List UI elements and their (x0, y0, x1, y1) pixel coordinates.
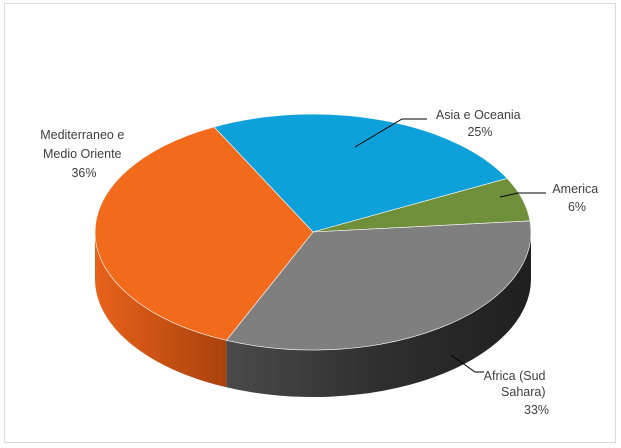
data-label-mediterraneo: Mediterraneo e Medio Oriente 36% (40, 128, 128, 180)
label-med-name-1: Mediterraneo e (40, 128, 124, 142)
label-africa-percent: 33% (524, 403, 549, 417)
data-label-asia: Asia e Oceania 25% (436, 108, 524, 139)
leader-line-america (499, 192, 546, 198)
pie-side-africa (226, 232, 531, 398)
pie-side-mediterraneo (95, 232, 227, 388)
label-asia-name: Asia e Oceania (436, 108, 521, 122)
pie-slice-asia-e-oceania (213, 113, 508, 233)
label-med-name-2: Medio Oriente (43, 147, 122, 161)
leader-line-africa (450, 354, 484, 373)
label-america-name: America (552, 182, 598, 196)
data-label-africa: Africa (Sud Sahara) 33% (484, 369, 549, 417)
label-med-percent: 36% (71, 166, 96, 180)
label-asia-percent: 25% (467, 125, 492, 139)
data-label-america: America 6% (552, 182, 601, 214)
pie-slice-africa (225, 220, 532, 351)
label-america-percent: 6% (568, 200, 586, 214)
pie-slice-mediterraneo (94, 126, 314, 341)
label-africa-name-2: Sahara) (501, 385, 545, 399)
label-africa-name-1: Africa (Sud (484, 369, 546, 383)
leader-line-asia (354, 118, 427, 148)
